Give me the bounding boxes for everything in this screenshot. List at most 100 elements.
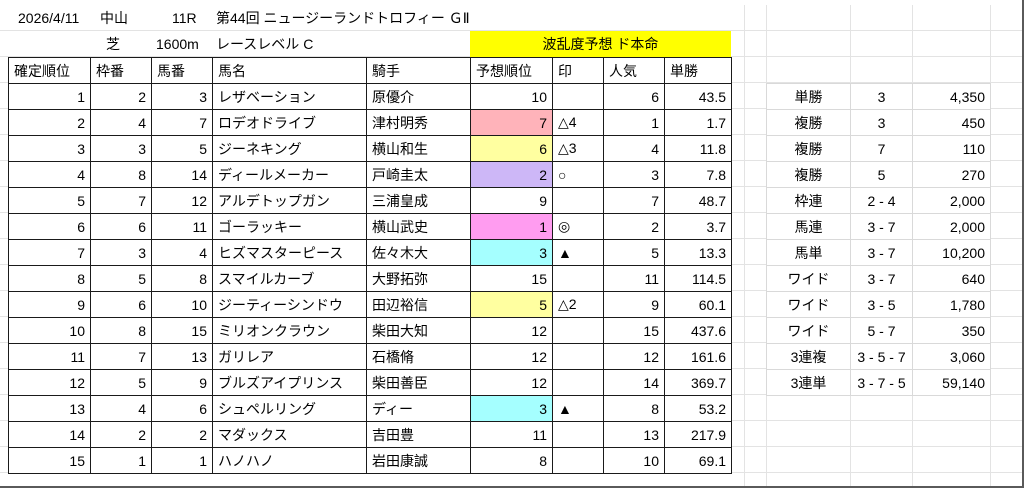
cell-mark[interactable] (552, 421, 604, 448)
payout-combo[interactable]: 3 (850, 109, 913, 136)
cell-jockey[interactable]: ディー (366, 395, 471, 422)
cell-mark[interactable] (552, 187, 604, 214)
cell-pop[interactable]: 9 (603, 291, 665, 318)
cell-horse[interactable]: ブルズアイプリンス (212, 369, 367, 396)
payout-amount[interactable]: 1,780 (912, 291, 991, 318)
cell-number[interactable]: 6 (151, 395, 213, 422)
cell-pred[interactable]: 6 (470, 135, 553, 162)
cell-pop[interactable]: 15 (603, 317, 665, 344)
cell-pred[interactable]: 3 (470, 395, 553, 422)
col-header-horse-number[interactable]: 馬番 (151, 57, 213, 84)
col-header-popularity[interactable]: 人気 (603, 57, 665, 84)
cell-mark[interactable] (552, 369, 604, 396)
payout-combo[interactable]: 3 - 5 - 7 (850, 343, 913, 370)
payout-amount[interactable]: 640 (912, 265, 991, 292)
cell-mark[interactable]: △4 (552, 109, 604, 136)
payout-amount[interactable]: 110 (912, 135, 991, 162)
payout-type[interactable]: 枠連 (766, 187, 851, 214)
cell-frame[interactable]: 6 (90, 213, 152, 240)
cell-number[interactable]: 8 (151, 265, 213, 292)
cell-pop[interactable]: 8 (603, 395, 665, 422)
cell-number[interactable]: 9 (151, 369, 213, 396)
cell-odds[interactable]: 69.1 (664, 447, 732, 474)
payout-combo[interactable]: 3 - 7 (850, 213, 913, 240)
payout-type[interactable]: 3連単 (766, 369, 851, 396)
cell-odds[interactable]: 11.8 (664, 135, 732, 162)
col-header-predicted-rank[interactable]: 予想順位 (470, 57, 553, 84)
cell-finish[interactable]: 4 (8, 161, 91, 188)
cell-finish[interactable]: 8 (8, 265, 91, 292)
cell-odds[interactable]: 437.6 (664, 317, 732, 344)
cell-jockey[interactable]: 柴田大知 (366, 317, 471, 344)
cell-odds[interactable]: 161.6 (664, 343, 732, 370)
cell-horse[interactable]: スマイルカーブ (212, 265, 367, 292)
cell-odds[interactable]: 13.3 (664, 239, 732, 266)
race-level[interactable]: レースレベル C (216, 36, 314, 52)
payout-amount[interactable]: 2,000 (912, 213, 991, 240)
cell-frame[interactable]: 7 (90, 187, 152, 214)
cell-frame[interactable]: 3 (90, 239, 152, 266)
cell-jockey[interactable]: 戸崎圭太 (366, 161, 471, 188)
payout-amount[interactable]: 3,060 (912, 343, 991, 370)
cell-frame[interactable]: 5 (90, 369, 152, 396)
cell-jockey[interactable]: 大野拓弥 (366, 265, 471, 292)
cell-pred[interactable]: 3 (470, 239, 553, 266)
cell-finish[interactable]: 13 (8, 395, 91, 422)
cell-jockey[interactable]: 横山武史 (366, 213, 471, 240)
cell-frame[interactable]: 5 (90, 265, 152, 292)
cell-pred[interactable]: 15 (470, 265, 553, 292)
cell-number[interactable]: 10 (151, 291, 213, 318)
cell-pred[interactable]: 12 (470, 369, 553, 396)
payout-combo[interactable]: 3 (850, 83, 913, 110)
cell-frame[interactable]: 7 (90, 343, 152, 370)
cell-frame[interactable]: 4 (90, 109, 152, 136)
cell-horse[interactable]: ゴーラッキー (212, 213, 367, 240)
cell-pop[interactable]: 5 (603, 239, 665, 266)
cell-number[interactable]: 7 (151, 109, 213, 136)
cell-frame[interactable]: 2 (90, 421, 152, 448)
payout-combo[interactable]: 3 - 5 (850, 291, 913, 318)
cell-number[interactable]: 12 (151, 187, 213, 214)
cell-frame[interactable]: 1 (90, 447, 152, 474)
cell-odds[interactable]: 53.2 (664, 395, 732, 422)
cell-mark[interactable]: △3 (552, 135, 604, 162)
cell-frame[interactable]: 6 (90, 291, 152, 318)
race-date[interactable]: 2026/4/11 (18, 10, 80, 26)
col-header-mark[interactable]: 印 (552, 57, 604, 84)
cell-number[interactable]: 13 (151, 343, 213, 370)
payout-type[interactable]: ワイド (766, 317, 851, 344)
cell-jockey[interactable]: 吉田豊 (366, 421, 471, 448)
cell-jockey[interactable]: 田辺裕信 (366, 291, 471, 318)
cell-pred[interactable]: 12 (470, 317, 553, 344)
cell-odds[interactable]: 7.8 (664, 161, 732, 188)
col-header-horse-name[interactable]: 馬名 (212, 57, 367, 84)
payout-type[interactable]: 単勝 (766, 83, 851, 110)
cell-pop[interactable]: 3 (603, 161, 665, 188)
cell-number[interactable]: 15 (151, 317, 213, 344)
cell-odds[interactable]: 3.7 (664, 213, 732, 240)
cell-pred[interactable]: 2 (470, 161, 553, 188)
cell-mark[interactable] (552, 447, 604, 474)
track-name[interactable]: 中山 (100, 10, 128, 26)
cell-number[interactable]: 3 (151, 83, 213, 110)
cell-horse[interactable]: シュペルリング (212, 395, 367, 422)
cell-number[interactable]: 5 (151, 135, 213, 162)
cell-horse[interactable]: ハノハノ (212, 447, 367, 474)
cell-mark[interactable] (552, 83, 604, 110)
cell-jockey[interactable]: 佐々木大 (366, 239, 471, 266)
cell-jockey[interactable]: 横山和生 (366, 135, 471, 162)
cell-pop[interactable]: 7 (603, 187, 665, 214)
cell-finish[interactable]: 2 (8, 109, 91, 136)
race-number[interactable]: 11R (172, 10, 197, 26)
cell-pop[interactable]: 10 (603, 447, 665, 474)
payout-amount[interactable]: 4,350 (912, 83, 991, 110)
cell-pred[interactable]: 7 (470, 109, 553, 136)
cell-horse[interactable]: アルデトップガン (212, 187, 367, 214)
cell-pop[interactable]: 4 (603, 135, 665, 162)
cell-pred[interactable]: 12 (470, 343, 553, 370)
cell-horse[interactable]: マダックス (212, 421, 367, 448)
payout-combo[interactable]: 2 - 4 (850, 187, 913, 214)
cell-odds[interactable]: 1.7 (664, 109, 732, 136)
cell-pop[interactable]: 13 (603, 421, 665, 448)
cell-mark[interactable] (552, 343, 604, 370)
